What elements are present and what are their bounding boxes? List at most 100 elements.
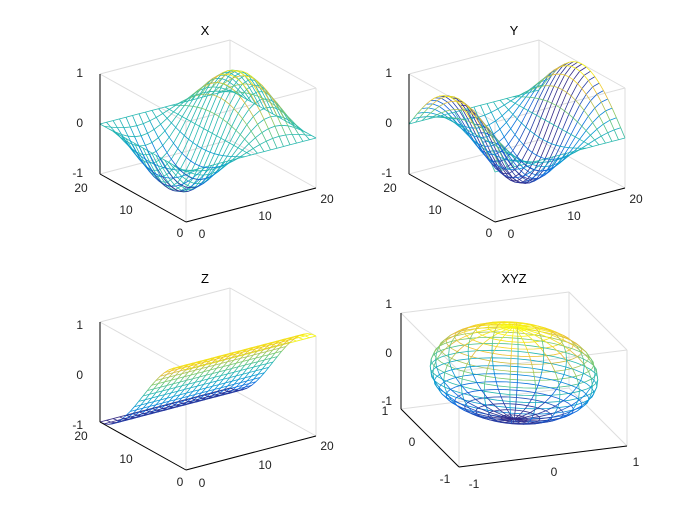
z-tick-label: 1 [76, 66, 83, 80]
mesh-segment [265, 107, 271, 117]
mesh-segment [555, 144, 561, 147]
axis-lines [99, 74, 317, 223]
mesh-segment [532, 112, 537, 116]
mesh-segment [456, 100, 461, 103]
mesh-segment [234, 84, 239, 87]
mesh-segment [218, 116, 224, 120]
mesh-segment [277, 116, 282, 120]
mesh-segment [270, 352, 276, 359]
mesh-segment [193, 401, 198, 403]
mesh-segment [209, 377, 215, 383]
sphere-meridian-segment [430, 351, 435, 360]
mesh-segment [238, 70, 243, 72]
mesh-segment [151, 152, 157, 156]
mesh-segment [436, 97, 442, 102]
mesh-segment [181, 369, 187, 374]
sphere-meridian-segment [524, 330, 535, 336]
mesh-segment [190, 160, 196, 165]
sphere-meridian-segment [518, 410, 524, 416]
mesh-segment [536, 81, 542, 87]
mesh-segment [233, 350, 239, 354]
sphere-meridian-segment [467, 392, 476, 400]
mesh-segment [598, 115, 604, 125]
mesh-segment [110, 421, 116, 424]
mesh-segment [518, 173, 524, 178]
sphere-meridian-segment [566, 409, 573, 416]
mesh-segment [464, 132, 470, 137]
mesh-segment [505, 151, 511, 155]
mesh-segment [242, 71, 248, 74]
mesh-segment [557, 126, 563, 131]
y-axis-line [99, 173, 187, 223]
sphere-meridian-segment [484, 376, 487, 384]
mesh-segment [145, 111, 151, 121]
mesh-segment [175, 366, 180, 369]
sphere-meridian-segment [456, 405, 467, 411]
sphere-meridian-segment [540, 420, 547, 424]
mesh-segment [307, 132, 312, 136]
mesh-segment [251, 381, 257, 386]
sphere-meridian-segment [450, 388, 459, 397]
mesh-segment [168, 383, 174, 390]
mesh-segment [209, 357, 215, 362]
y-tick-label: 0 [177, 226, 184, 240]
sphere-meridian-segment [583, 399, 589, 407]
mesh-segment [270, 343, 276, 348]
mesh-segment [488, 154, 494, 162]
sphere-meridian-segment [585, 351, 592, 360]
mesh-segment [134, 401, 140, 407]
mesh-segment [531, 161, 537, 165]
mesh-segment [132, 115, 138, 126]
mesh-segment [170, 168, 176, 171]
mesh-segment [512, 155, 517, 161]
mesh-segment [205, 369, 211, 376]
sphere-meridian-segment [476, 382, 482, 391]
mesh-segment [464, 118, 470, 128]
mesh-segment [534, 81, 540, 87]
sphere-meridian-segment [541, 362, 544, 370]
sphere-meridian-segment [482, 416, 493, 420]
mesh-segment [514, 168, 520, 170]
mesh-segment [162, 385, 168, 392]
mesh-segment [290, 123, 295, 127]
sphere-meridian-segment [517, 330, 522, 337]
sphere-meridian-segment [593, 365, 598, 373]
sphere-meridian-segment [549, 417, 561, 421]
mesh-segment [125, 117, 131, 128]
mesh-segment [192, 363, 198, 369]
mesh-segment [439, 103, 444, 107]
mesh-segment [544, 161, 550, 167]
mesh-segment [545, 158, 550, 160]
mesh-segment [249, 378, 254, 384]
x-axis-line [494, 187, 626, 223]
sphere-meridian-segment [513, 416, 526, 420]
sphere-meridian-segment [534, 402, 537, 409]
mesh-segment [276, 351, 282, 357]
mesh-segment [205, 150, 211, 153]
mesh-segment [236, 382, 241, 388]
mesh-segment [214, 394, 220, 396]
sphere-meridian-segment [506, 414, 515, 420]
mesh-segment [499, 161, 505, 169]
mesh-segment [198, 183, 204, 187]
mesh-segment [222, 119, 228, 124]
mesh-segment [216, 165, 221, 168]
mesh-segment [220, 97, 226, 102]
mesh-segment [198, 174, 204, 180]
mesh-segment [536, 177, 541, 180]
mesh-segment [536, 114, 542, 119]
mesh-segment [157, 378, 163, 384]
mesh-segment [238, 83, 243, 85]
y-tick-label: 20 [383, 181, 397, 195]
sphere-meridian-segment [448, 347, 450, 355]
mesh-segment [106, 419, 111, 423]
mesh-segment [203, 169, 209, 176]
sphere-meridian-segment [443, 372, 446, 381]
mesh-segment [222, 155, 228, 157]
mesh-segment [194, 389, 200, 395]
mesh-segment [542, 169, 548, 172]
mesh-segment [209, 364, 215, 371]
mesh-segment [153, 406, 159, 412]
mesh-segment [227, 78, 233, 82]
sphere-meridian-segment [571, 368, 577, 377]
